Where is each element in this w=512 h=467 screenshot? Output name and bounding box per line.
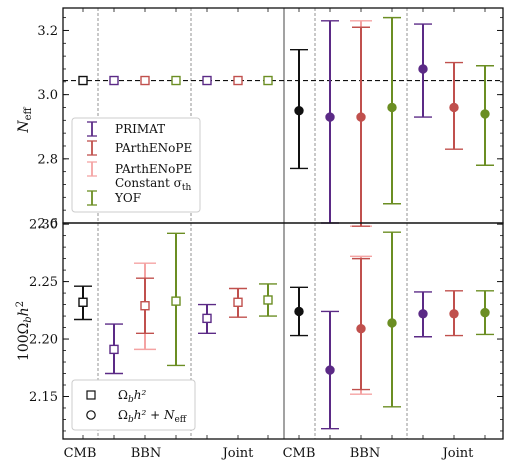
- data-point-circle: [480, 109, 490, 119]
- y-tick-label: 3.0: [37, 88, 58, 103]
- data-point-circle: [480, 307, 490, 318]
- data-point-square: [109, 344, 119, 355]
- axes-frames: [62, 7, 504, 440]
- data-point-square: [263, 75, 273, 86]
- y-tick-label: 2.8: [37, 152, 58, 167]
- data-point-square: [140, 75, 150, 86]
- data-point-square: [78, 297, 88, 307]
- data-point-circle: [325, 112, 335, 122]
- x-group-label: Joint: [221, 446, 255, 461]
- data-point-square: [263, 295, 273, 305]
- bottom-legend-box: [71, 379, 196, 431]
- data-point-square: [233, 297, 243, 307]
- x-group-label: CMB: [283, 446, 316, 461]
- y-tick-label: 2.6: [37, 217, 58, 232]
- x-group-label: CMB: [64, 446, 97, 461]
- y-axis-label-bottom: 100Ωbh2: [15, 301, 34, 361]
- y-tick-label: 2.30: [29, 218, 58, 233]
- legend-label: PRIMAT: [115, 122, 165, 136]
- data-point-circle: [418, 309, 428, 319]
- data-point-circle: [418, 64, 428, 74]
- top-legend-box: [71, 117, 201, 213]
- data-point-square: [202, 75, 212, 86]
- legend-label: Ωbh² + Neff: [118, 408, 187, 425]
- data-point-square: [233, 75, 243, 86]
- legend-label: YOF: [114, 191, 141, 205]
- y-axis-label-top: Neff: [16, 106, 34, 133]
- bottom-axes-frame: [62, 222, 504, 440]
- data-point-square: [78, 75, 88, 86]
- y-tick-label: 3.2: [37, 24, 58, 39]
- axis-labels: Neff 100Ωbh2: [15, 106, 34, 361]
- data-point-circle: [449, 309, 459, 319]
- data-point-square: [109, 75, 119, 86]
- x-group-label: Joint: [441, 446, 475, 461]
- data-point-circle: [449, 102, 459, 113]
- legend-label: Ωbh²: [118, 388, 146, 405]
- data-point-circle: [387, 318, 397, 328]
- legend-label: Constant σth: [115, 176, 191, 193]
- top-panel: 2.6 2.8 3.0 3.2: [37, 8, 503, 232]
- x-group-label: BBN: [131, 446, 161, 461]
- data-point-circle: [294, 105, 304, 116]
- data-point-circle: [294, 306, 304, 317]
- data-point-square: [171, 75, 181, 86]
- legend-label: PArthENoPE: [115, 141, 192, 155]
- data-point-circle: [325, 365, 335, 375]
- y-tick-label: 2.15: [29, 390, 58, 405]
- legend-label: PArthENoPE: [115, 162, 192, 176]
- legend-square-marker: [86, 390, 96, 400]
- y-tick-label: 2.20: [29, 333, 58, 348]
- data-point-circle: [356, 324, 366, 334]
- legend-circle-marker: [86, 410, 96, 420]
- data-point-circle: [387, 102, 397, 113]
- y-tick-label: 2.25: [29, 275, 58, 290]
- data-point-circle: [356, 112, 366, 122]
- x-group-label: BBN: [350, 446, 380, 461]
- data-point-square: [140, 301, 150, 311]
- data-point-square: [202, 313, 212, 324]
- bottom-panel: 2.15 2.20 2.25 2.30 CMB BBN Joint CMB BBN Joint: [29, 218, 503, 461]
- data-point-square: [171, 296, 181, 306]
